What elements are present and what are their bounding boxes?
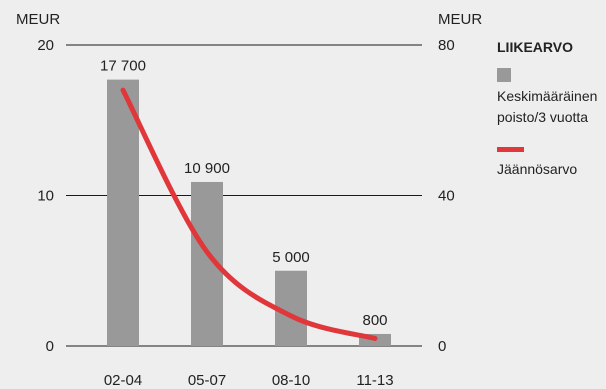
category-label: 05-07 (188, 372, 226, 389)
right-tick-label: 0 (438, 338, 446, 355)
legend-line-label: Jäännösarvo (497, 161, 577, 177)
bar-value-label: 17 700 (100, 58, 146, 75)
residual-value-line (120, 87, 378, 341)
bars (107, 79, 391, 347)
bar-value-label: 10 900 (184, 160, 230, 177)
bar-value-label: 800 (362, 312, 387, 329)
right-axis-unit: MEUR (438, 11, 482, 28)
legend-bar-label-line-2: poisto/3 vuotta (497, 109, 588, 125)
right-tick-label: 80 (438, 37, 455, 54)
legend-bar-label-line-1: Keskimääräinen (497, 88, 597, 104)
legend-swatch-line (497, 147, 524, 152)
category-label: 08-10 (272, 372, 310, 389)
legend: LIIKEARVO Keskimääräinen poisto/3 vuotta… (497, 39, 597, 177)
legend-title: LIIKEARVO (497, 39, 573, 55)
category-label: 02-04 (104, 372, 142, 389)
left-tick-label: 0 (46, 338, 54, 355)
labels: 0 10 20 0 40 80 17 700 10 900 5 000 800 02-04 05-07… (37, 37, 454, 389)
left-tick-label: 20 (37, 37, 54, 54)
left-tick-label: 10 (37, 188, 54, 205)
left-axis-unit: MEUR (16, 11, 60, 28)
right-tick-label: 40 (438, 188, 455, 205)
bar-value-label: 5 000 (272, 249, 310, 266)
bar-02-04 (107, 79, 139, 347)
category-label: 11-13 (356, 372, 393, 389)
residual-line-layer (120, 87, 378, 341)
legend-swatch-bar (497, 68, 511, 82)
